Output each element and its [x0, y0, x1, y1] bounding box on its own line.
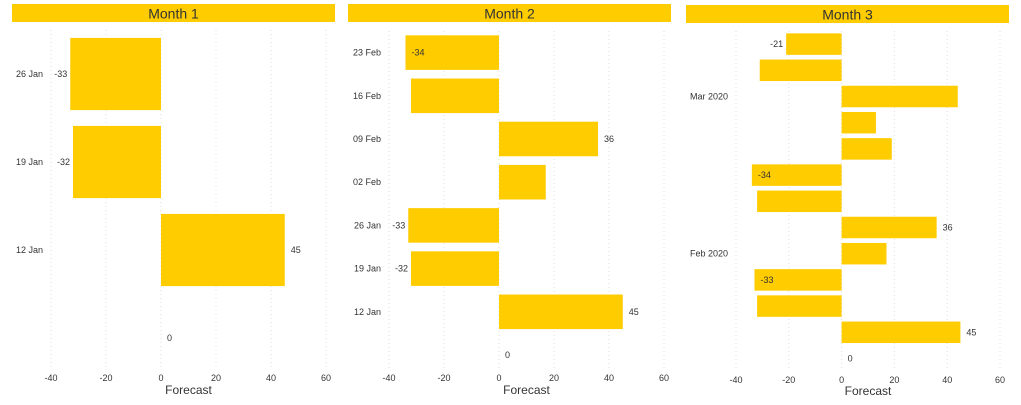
x-axis-title: Forecast	[165, 383, 212, 397]
x-tick-label: 0	[496, 373, 501, 383]
bar	[499, 164, 546, 200]
x-tick-label: 0	[158, 373, 163, 383]
x-axis-title: Forecast	[845, 384, 892, 398]
blank-value-label: 0	[505, 350, 510, 360]
x-tick-label: 20	[889, 375, 899, 385]
bar	[841, 111, 876, 134]
bar	[405, 35, 499, 70]
data-label: -33	[392, 220, 405, 230]
bar	[73, 125, 161, 199]
bar	[161, 213, 285, 287]
bar	[841, 85, 958, 108]
x-tick-label: -20	[99, 373, 112, 383]
bar	[751, 164, 842, 186]
category-label: 09 Feb	[353, 134, 381, 144]
data-label: 36	[943, 223, 953, 233]
data-label: -33	[760, 275, 773, 285]
category-label: 26 Jan	[354, 220, 381, 230]
group-label: Feb 2020	[690, 249, 728, 259]
panel-header	[12, 4, 335, 22]
x-tick-label: 60	[321, 373, 331, 383]
x-tick-label: -40	[382, 373, 395, 383]
bar	[411, 251, 499, 286]
bar	[841, 216, 937, 239]
bar	[786, 33, 842, 55]
bar	[759, 59, 842, 82]
category-label: 19 Jan	[16, 157, 43, 167]
x-tick-label: 20	[211, 373, 221, 383]
bar	[411, 78, 499, 114]
x-tick-label: 40	[942, 375, 952, 385]
panel-title: Month 1	[148, 6, 199, 22]
data-label: -34	[412, 48, 425, 58]
category-label: 12 Jan	[354, 307, 381, 317]
bar	[754, 269, 842, 291]
bar	[757, 295, 842, 317]
category-label: 19 Jan	[354, 264, 381, 274]
x-tick-label: -20	[437, 373, 450, 383]
category-label: 23 Feb	[353, 48, 381, 58]
x-tick-label: 60	[995, 375, 1005, 385]
panel-header	[686, 5, 1009, 23]
x-axis-title: Forecast	[503, 383, 550, 397]
data-label: 36	[604, 134, 614, 144]
x-tick-label: -20	[782, 375, 795, 385]
bar	[408, 208, 499, 243]
category-label: 16 Feb	[353, 91, 381, 101]
x-tick-label: -40	[44, 373, 57, 383]
data-label: 45	[629, 307, 639, 317]
data-label: 45	[966, 327, 976, 337]
data-label: -32	[395, 264, 408, 274]
data-label: 45	[291, 245, 301, 255]
x-tick-label: 40	[604, 373, 614, 383]
chart-panel-2: Month 2 -40 -20 0 20 40 60 Forecast 23 Feb -34 16 …	[348, 4, 671, 397]
category-label: 26 Jan	[16, 69, 43, 79]
bar	[757, 190, 842, 213]
data-label: -21	[770, 39, 783, 49]
chart-panel-1: Month 1 -40 -20 0 20 40 60 Forecast 26 Jan -33 19 …	[12, 4, 335, 397]
bar	[841, 138, 892, 160]
bar	[499, 121, 598, 157]
chart-panel-3: Month 3 -40 -20 0 20 40 60 Forecast -21 -34 36 -33 4…	[686, 5, 1009, 398]
x-tick-label: 40	[266, 373, 276, 383]
x-tick-label: 20	[549, 373, 559, 383]
data-label: -32	[57, 157, 70, 167]
x-tick-label: 0	[839, 375, 844, 385]
bar	[841, 321, 961, 344]
x-tick-label: -40	[729, 375, 742, 385]
blank-value-label: 0	[848, 354, 853, 364]
category-label: 12 Jan	[16, 245, 43, 255]
category-label: 02 Feb	[353, 177, 381, 187]
bar	[70, 37, 161, 111]
data-label: -33	[54, 69, 67, 79]
panel-header	[348, 4, 671, 22]
data-label: -34	[758, 170, 771, 180]
bar	[841, 242, 887, 265]
bar	[499, 294, 623, 330]
panel-title: Month 2	[484, 6, 535, 22]
panel-title: Month 3	[822, 7, 873, 23]
group-label: Mar 2020	[690, 92, 728, 102]
blank-value-label: 0	[167, 333, 172, 343]
x-tick-label: 60	[659, 373, 669, 383]
